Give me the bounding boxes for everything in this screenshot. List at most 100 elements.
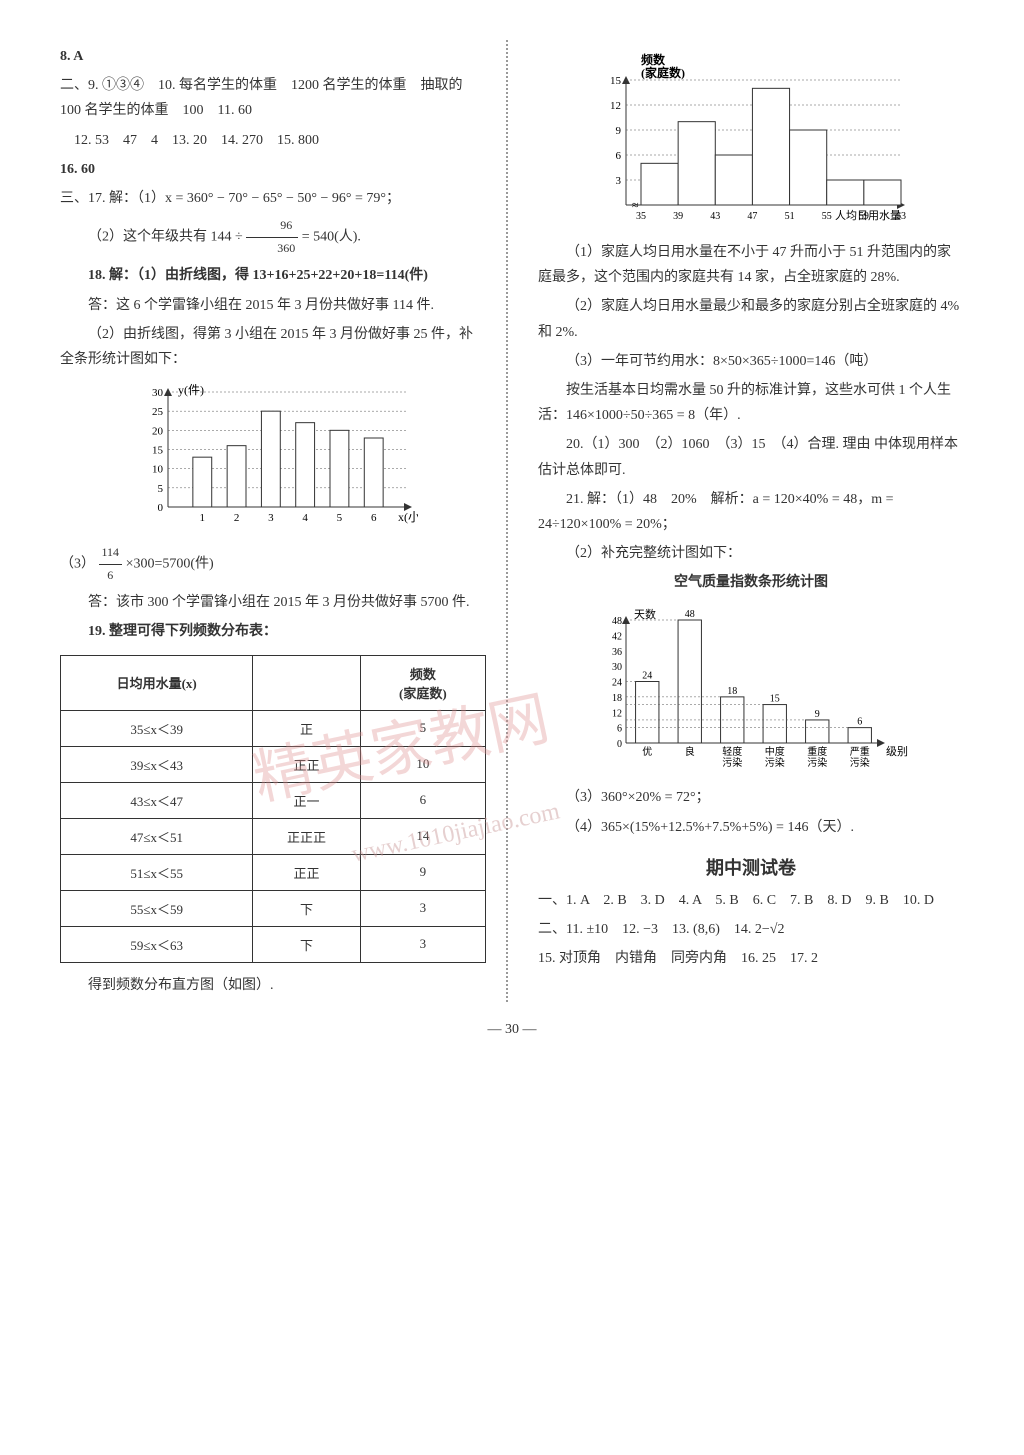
svg-text:20: 20 [152,425,164,437]
svg-text:30: 30 [612,663,622,674]
table-cell: 10 [360,746,485,782]
page-number: — 30 — [60,1022,964,1038]
svg-text:天数: 天数 [634,608,656,621]
table-cell: 3 [360,890,485,926]
svg-text:25: 25 [152,406,164,418]
fraction: 114 6 [99,542,123,586]
fraction-numerator: 114 [99,542,123,565]
svg-text:18: 18 [612,693,622,704]
svg-text:3: 3 [616,175,622,187]
q21-part4: （4）365×(15%+12.5%+7.5%+5%) = 146（天）. [538,815,964,840]
q19-histogram-note: 得到频数分布直方图（如图）. [60,973,486,998]
svg-text:15: 15 [610,75,622,87]
table-cell: 9 [360,854,485,890]
left-column: 8. A 二、9. ①③④ 10. 每名学生的体重 1200 名学生的体重 抽取… [60,40,508,1002]
table-cell: 5 [360,710,485,746]
svg-text:轻度: 轻度 [722,745,742,758]
svg-text:10: 10 [152,464,164,476]
fraction-numerator: 96 [246,215,298,238]
svg-text:0: 0 [617,739,622,750]
svg-text:47: 47 [747,211,757,222]
table-cell: 正一 [253,782,360,818]
answer-16: 16. 60 [60,157,486,182]
midterm-line15: 15. 对顶角 内错角 同旁内角 16. 25 17. 2 [538,946,964,971]
table-row: 43≤x＜47正一6 [61,782,486,818]
svg-text:18: 18 [727,686,737,697]
svg-text:5: 5 [337,512,343,524]
table-row: 47≤x＜51正正正14 [61,818,486,854]
q19-ans1: （1）家庭人均日用水量在不小于 47 升而小于 51 升范围内的家庭最多，这个范… [538,240,964,290]
midterm-section1: 一、1. A 2. B 3. D 4. A 5. B 6. C 7. B 8. … [538,888,964,913]
bar-chart-1: 510152025300123456y(件)x(小组) [128,382,418,532]
svg-text:污染: 污染 [722,756,742,769]
table-cell: 正正正 [253,818,360,854]
table-cell: 正正 [253,854,360,890]
svg-text:6: 6 [616,150,622,162]
fraction-denominator: 360 [246,238,298,260]
answer-section-2: 二、9. ①③④ 10. 每名学生的体重 1200 名学生的体重 抽取的 100… [60,73,486,123]
q17-solution: 三、17. 解：（1）x = 360° − 70° − 65° − 50° − … [60,186,486,211]
svg-text:污染: 污染 [807,756,827,769]
q19-intro: 19. 整理可得下列频数分布表： [60,619,486,644]
q18-solution: 18. 解：（1）由折线图，得 13+16+25+22+20+18=114(件) [60,263,486,288]
q19-ans2: （2）家庭人均日用水量最少和最多的家庭分别占全班家庭的 4%和 2%. [538,294,964,344]
svg-text:污染: 污染 [765,756,785,769]
svg-text:3: 3 [268,512,274,524]
svg-text:15: 15 [152,445,164,457]
svg-text:48: 48 [685,609,695,620]
table-header: 日均用水量(x) [61,655,253,710]
table-cell: 6 [360,782,485,818]
answer-line-3: 12. 53 47 4 13. 20 14. 270 15. 800 [60,128,486,153]
svg-text:频数: 频数 [641,52,666,67]
text-fragment: = 540(人). [302,229,361,244]
svg-text:人均日用水量: 人均日用水量 [835,209,901,222]
table-cell: 14 [360,818,485,854]
svg-text:30: 30 [152,387,164,399]
svg-text:≈: ≈ [632,198,639,212]
svg-text:55: 55 [822,211,832,222]
svg-text:(家庭数): (家庭数) [641,65,685,80]
q19-ans3: （3）一年可节约用水：8×50×365÷1000=146（吨） [538,349,964,374]
table-row: 35≤x＜39正5 [61,710,486,746]
fraction-denominator: 6 [99,565,123,587]
text-fragment: （3） [60,556,95,571]
table-cell: 47≤x＜51 [61,818,253,854]
svg-text:42: 42 [612,632,622,643]
svg-text:级别: 级别 [886,745,908,758]
table-cell: 59≤x＜63 [61,926,253,962]
table-cell: 55≤x＜59 [61,890,253,926]
text-fragment: （2）这个年级共有 144 ÷ [88,229,246,244]
svg-text:36: 36 [612,647,622,658]
svg-text:良: 良 [685,745,695,758]
table-cell: 正正 [253,746,360,782]
svg-text:0: 0 [158,502,164,514]
table-cell: 43≤x＜47 [61,782,253,818]
table-cell: 3 [360,926,485,962]
svg-text:优: 优 [642,745,652,758]
svg-text:1: 1 [200,512,206,524]
midterm-section2: 二、11. ±10 12. −3 13. (8,6) 14. 2−√2 [538,917,964,942]
svg-text:污染: 污染 [850,756,870,769]
svg-text:39: 39 [673,211,683,222]
svg-text:48: 48 [612,616,622,627]
svg-text:9: 9 [815,709,820,720]
table-cell: 正 [253,710,360,746]
svg-text:15: 15 [770,694,780,705]
svg-text:35: 35 [636,211,646,222]
text-fragment: ×300=5700(件) [126,556,214,571]
q19-ans4: 按生活基本日均需水量 50 升的标准计算，这些水可供 1 个人生活：146×10… [538,378,964,428]
svg-text:4: 4 [302,512,308,524]
svg-text:x(小组): x(小组) [398,510,418,524]
chart3-title: 空气质量指数条形统计图 [538,570,964,595]
svg-text:9: 9 [616,125,622,137]
svg-text:5: 5 [158,483,164,495]
svg-text:12: 12 [610,100,621,112]
table-row: 39≤x＜43正正10 [61,746,486,782]
table-cell: 下 [253,926,360,962]
q20-answers: 20.（1）300 （2）1060 （3）15 （4）合理. 理由 中体现用样本… [538,432,964,482]
air-quality-chart: 612182430364248024优48良18轻度污染15中度污染9重度污染6… [591,605,911,775]
svg-text:43: 43 [710,211,720,222]
svg-text:中度: 中度 [765,745,785,758]
right-column: 36912153539434751555963≈频数(家庭数)人均日用水量 （1… [528,40,964,1002]
page-container: 8. A 二、9. ①③④ 10. 每名学生的体重 1200 名学生的体重 抽取… [60,40,964,1002]
